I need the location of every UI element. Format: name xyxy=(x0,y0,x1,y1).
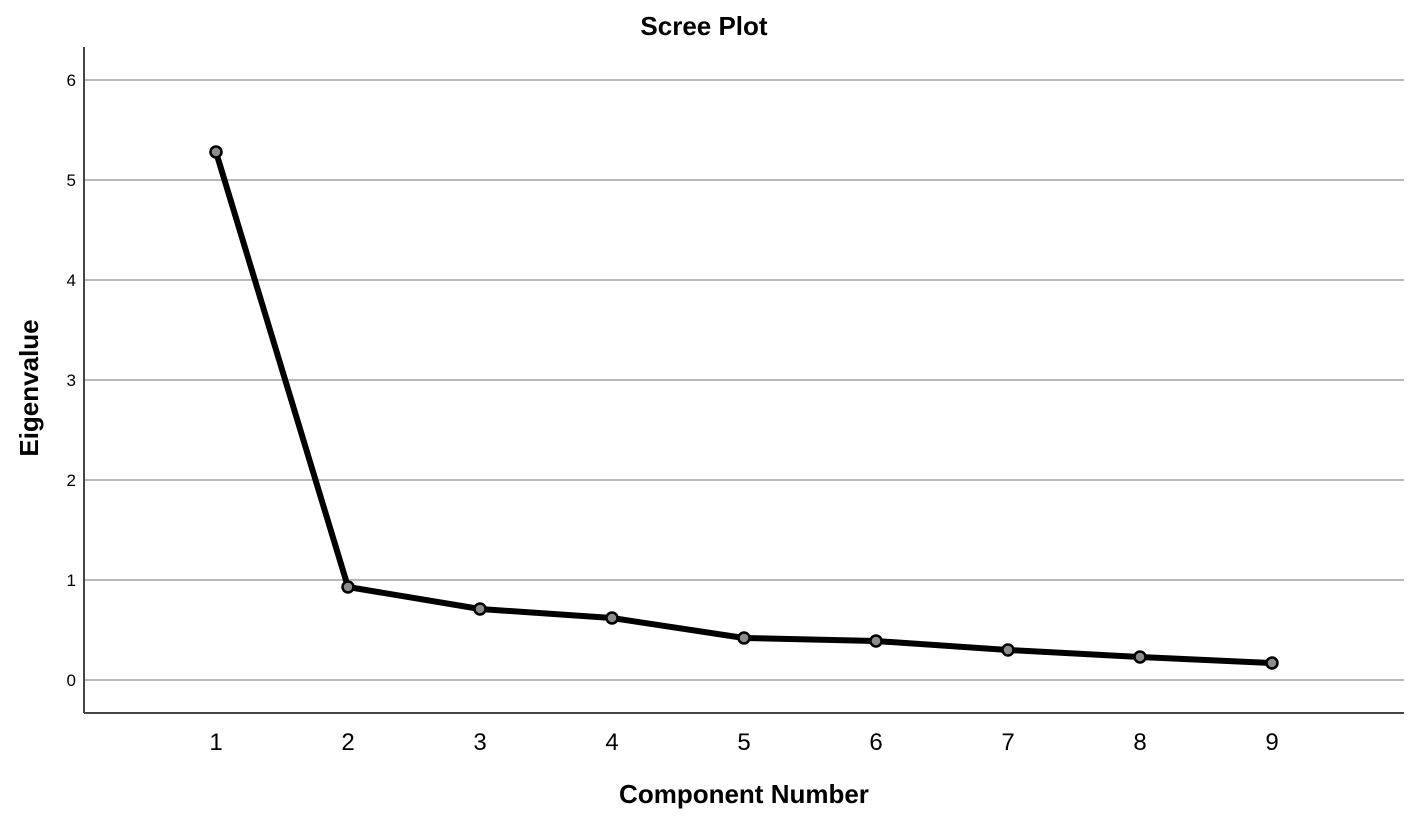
chart-title: Scree Plot xyxy=(640,11,768,41)
x-tick-label: 4 xyxy=(605,729,618,756)
x-axis-label: Component Number xyxy=(619,779,869,809)
x-tick-label: 3 xyxy=(473,729,486,756)
data-point xyxy=(1265,656,1279,670)
y-axis-ticks: 0 1 2 3 4 5 6 xyxy=(67,71,76,690)
x-tick-label: 9 xyxy=(1265,729,1278,756)
data-point xyxy=(209,145,223,159)
x-axis-ticks: 1 2 3 4 5 6 7 8 9 xyxy=(209,729,1278,756)
y-tick-label: 1 xyxy=(67,571,76,590)
y-tick-label: 5 xyxy=(67,171,76,190)
y-tick-label: 6 xyxy=(67,71,76,90)
y-tick-label: 2 xyxy=(67,471,76,490)
series-line xyxy=(213,149,1275,666)
x-tick-label: 2 xyxy=(341,729,354,756)
eigenvalue-series xyxy=(209,145,1279,670)
x-tick-label: 7 xyxy=(1001,729,1014,756)
data-point xyxy=(737,631,751,645)
data-point xyxy=(1133,650,1147,664)
data-point xyxy=(1001,643,1015,657)
y-tick-label: 0 xyxy=(67,671,76,690)
data-point xyxy=(473,602,487,616)
x-tick-label: 6 xyxy=(869,729,882,756)
x-tick-label: 8 xyxy=(1133,729,1146,756)
x-tick-label: 5 xyxy=(737,729,750,756)
y-tick-label: 3 xyxy=(67,371,76,390)
data-point xyxy=(869,634,883,648)
y-tick-label: 4 xyxy=(67,271,76,290)
data-point xyxy=(341,580,355,594)
y-axis-label: Eigenvalue xyxy=(14,319,44,456)
data-point xyxy=(605,611,619,625)
gridlines xyxy=(84,79,1404,681)
x-tick-label: 1 xyxy=(209,729,222,756)
